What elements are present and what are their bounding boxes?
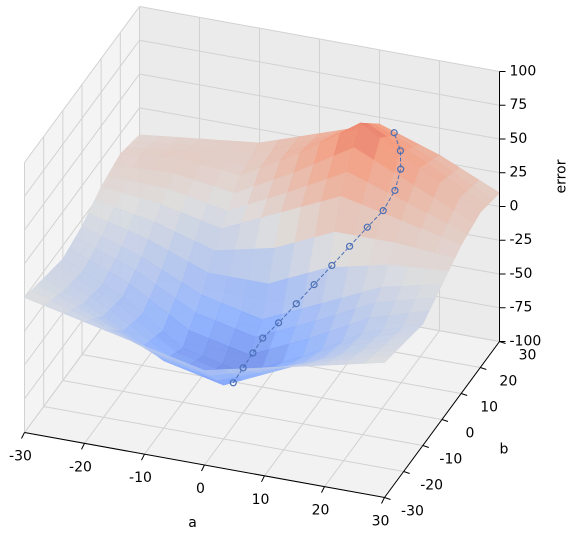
z-tick-label: -100 [510,333,542,349]
path-point [249,349,257,357]
x-tick-label: 20 [312,503,330,519]
path-point [310,280,318,289]
path-point [390,129,398,137]
y-tick [403,471,410,474]
surface [23,122,500,386]
axis-line [24,432,385,498]
path-point [229,379,237,387]
z-axis-label: error [554,159,570,193]
y-tick-label: -30 [401,503,424,519]
path-point [292,300,300,308]
path-point [397,165,405,173]
x-tick [381,497,385,504]
grid-line [24,73,140,231]
x-tick-label: -20 [69,459,92,475]
x-tick-label: 0 [196,481,205,497]
z-tick-label: 0 [510,198,519,214]
y-tick-label: 0 [466,425,475,441]
path-point [396,147,405,155]
grid-line [24,6,140,163]
path-point [345,242,354,250]
grid-line [24,39,140,197]
grid-line [139,73,500,140]
y-tick [480,367,487,370]
y-tick-label: -10 [439,451,462,467]
y-tick [461,393,468,396]
z-tick-label: 25 [510,165,528,181]
axes: -30-20-100102030-30-20-100102030-100-75-… [9,63,541,529]
z-tick-label: -75 [510,300,533,316]
grid-line [43,406,404,472]
descent-path [229,129,405,387]
x-tick [81,443,85,450]
y-tick-label: -20 [420,477,443,493]
path-line [232,132,402,384]
grid-line [62,380,423,446]
path-point [363,223,371,231]
x-tick [261,475,265,483]
grid-line [139,6,500,72]
z-tick-label: 50 [510,131,528,147]
path-point [259,334,267,342]
grid-line [24,107,140,265]
x-axis-label: a [188,515,197,531]
x-tick-label: 30 [372,513,390,529]
x-tick-label: -30 [9,449,32,465]
x-tick [321,486,325,493]
grid-line [139,39,500,106]
path-point [379,207,387,215]
x-tick [141,453,145,461]
z-tick-label: -50 [510,266,533,282]
path-point [391,186,399,195]
y-tick [422,445,429,448]
y-tick-label: 10 [480,399,498,415]
x-tick [21,432,25,439]
path-point [239,364,247,372]
path-point [274,319,283,327]
x-tick-label: 10 [252,492,270,508]
y-tick [384,497,391,500]
y-tick-label: 30 [519,347,537,363]
x-tick [201,464,205,472]
y-tick-label: 20 [499,373,517,389]
y-axis-label: b [500,441,509,457]
surface-patch [363,355,392,364]
axis-line [384,341,500,498]
z-tick-label: 75 [510,97,528,113]
z-tick-label: 100 [510,63,537,79]
grid-line [81,354,443,420]
path-point [328,261,336,270]
x-tick-label: -10 [129,470,152,486]
z-tick-label: -25 [510,232,533,248]
y-tick [441,419,449,422]
